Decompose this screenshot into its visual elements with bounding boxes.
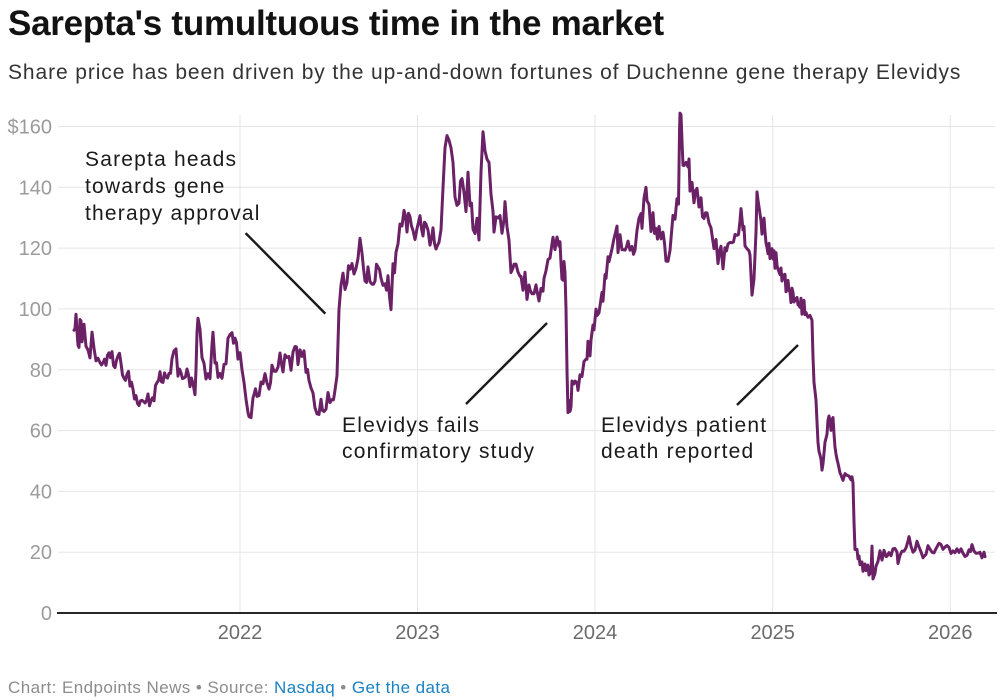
svg-text:20: 20 bbox=[30, 542, 52, 564]
svg-text:0: 0 bbox=[41, 603, 52, 625]
svg-text:Share price has been driven by: Share price has been driven by the up-an… bbox=[8, 61, 961, 84]
svg-text:2025: 2025 bbox=[750, 622, 795, 644]
svg-text:therapy approval: therapy approval bbox=[85, 202, 261, 225]
svg-text:Elevidys fails: Elevidys fails bbox=[342, 414, 480, 437]
svg-text:Sarepta's tumultuous time in t: Sarepta's tumultuous time in the market bbox=[8, 4, 665, 43]
svg-text:2026: 2026 bbox=[928, 622, 973, 644]
svg-text:Elevidys patient: Elevidys patient bbox=[601, 414, 767, 437]
svg-text:Sarepta heads: Sarepta heads bbox=[85, 148, 237, 171]
svg-text:Chart: Endpoints News • Source: Chart: Endpoints News • Source: Nasdaq •… bbox=[8, 678, 451, 697]
svg-text:2023: 2023 bbox=[395, 622, 440, 644]
svg-text:2022: 2022 bbox=[218, 622, 263, 644]
svg-text:80: 80 bbox=[30, 360, 52, 382]
svg-text:140: 140 bbox=[19, 177, 52, 199]
svg-text:confirmatory study: confirmatory study bbox=[342, 440, 535, 463]
svg-text:120: 120 bbox=[19, 238, 52, 260]
svg-text:death reported: death reported bbox=[601, 440, 754, 463]
svg-text:40: 40 bbox=[30, 481, 52, 503]
svg-text:$160: $160 bbox=[8, 117, 53, 139]
svg-text:60: 60 bbox=[30, 421, 52, 443]
svg-text:towards gene: towards gene bbox=[85, 175, 225, 198]
svg-text:2024: 2024 bbox=[573, 622, 618, 644]
svg-text:100: 100 bbox=[19, 299, 52, 321]
